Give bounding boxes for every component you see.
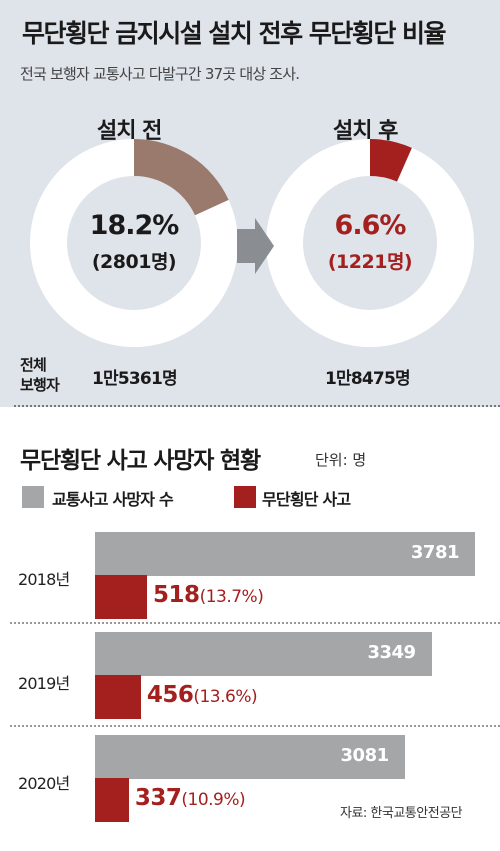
donut-before [30,139,238,347]
legend-label-jaywalking: 무단횡단 사고 [262,490,351,509]
row-separator [10,622,500,624]
bar-total-deaths [95,632,432,676]
donut-after-slice-jaywalking [370,139,412,182]
before-total: 1만5361명 [92,369,178,389]
bar-jaywalking-deaths [95,675,141,719]
chart-subtitle: 전국 보행자 교통사고 다발구간 37곳 대상 조사. [20,65,300,83]
before-count: (2801명) [91,251,177,273]
year-label: 2018년 [18,570,70,589]
jaywalking-value-percent: (10.9%) [181,790,246,810]
jaywalking-value-number: 518 [153,582,200,608]
source-note: 자료: 한국교통안전공단 [340,806,463,821]
bar-total-value: 3781 [410,542,460,563]
jaywalking-value-percent: (13.7%) [199,587,264,607]
total-label: 전체 보행자 [20,355,60,395]
total-label-line1: 전체 [20,356,47,374]
unit-label: 단위: 명 [315,451,367,469]
jaywalking-value-percent: (13.6%) [193,687,258,707]
bar-total-deaths [95,532,475,576]
bar-total-value: 3081 [340,745,390,766]
donut-charts [30,139,474,347]
bar-jaywalking-value: 456(13.6%) [146,682,258,708]
section-divider [14,405,500,407]
after-total: 1만8475명 [325,369,411,389]
jaywalking-value-number: 456 [146,682,194,708]
bar-jaywalking-value: 337(10.9%) [134,785,246,811]
legend-swatch-jaywalking [234,486,256,508]
bar-total-value: 3349 [367,642,416,663]
year-label: 2020년 [18,774,70,793]
bar-jaywalking-deaths [95,575,148,619]
arrow-right-icon [237,218,274,274]
after-percent: 6.6% [334,210,407,241]
bar-jaywalking-value: 518(13.7%) [153,582,264,608]
bar-jaywalking-deaths [95,778,129,822]
jaywalking-value-number: 337 [134,785,182,811]
before-percent: 18.2% [89,210,180,241]
legend-label-total: 교통사고 사망자 수 [52,490,174,509]
donut-after [266,139,474,347]
chart-title: 무단횡단 금지시설 설치 전후 무단횡단 비율 [22,19,447,48]
donut-before-slice-jaywalking [134,139,229,216]
after-count: (1221명) [327,251,413,273]
bar-total-deaths [95,735,405,779]
year-label: 2019년 [18,674,70,693]
bar-chart-title: 무단횡단 사고 사망자 현황 [20,448,261,474]
legend-swatch-total [22,486,44,508]
row-separator [10,725,500,727]
total-label-line2: 보행자 [20,376,60,394]
